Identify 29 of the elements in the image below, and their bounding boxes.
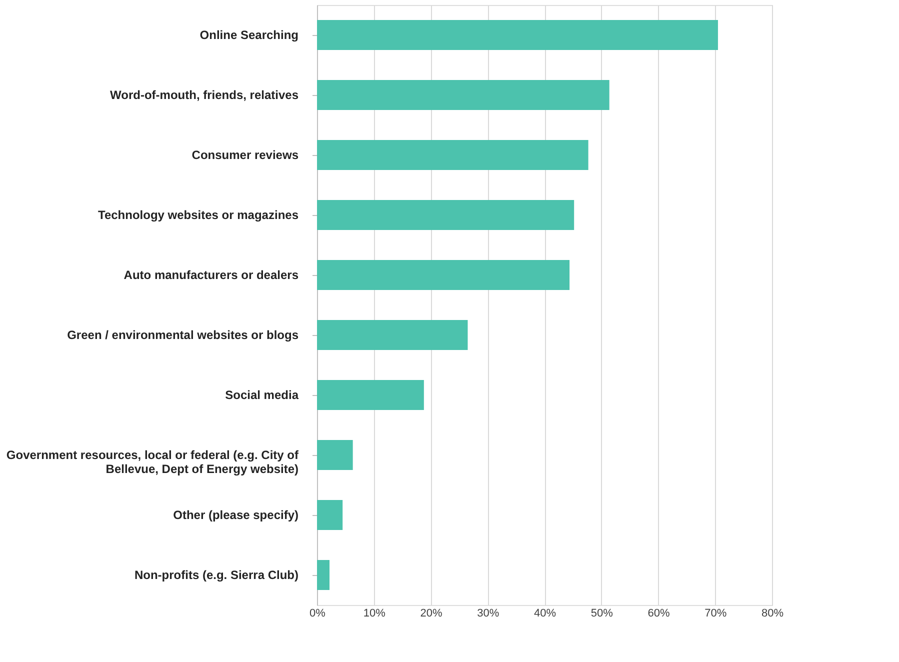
y-tick-label: Other (please specify) [173,508,298,522]
bar [317,320,468,350]
bar [317,20,718,50]
y-tick-label: Social media [225,388,299,402]
bar [317,140,588,170]
y-tick-label: Green / environmental websites or blogs [67,328,299,342]
x-tick-label: 40% [534,608,556,620]
x-tick-label: 20% [420,608,442,620]
bar [317,200,574,230]
x-tick-label: 0% [310,608,326,620]
x-tick-label: 50% [590,608,614,620]
y-tick-label: Auto manufacturers or dealers [124,268,299,282]
y-tick-label: Technology websites or magazines [98,208,299,222]
bar [317,560,330,590]
y-tick-label: Consumer reviews [192,148,299,162]
x-tick-label: 30% [477,608,500,620]
y-tick-label: Non-profits (e.g. Sierra Club) [134,568,298,582]
x-tick-label: 70% [704,608,727,620]
bar [317,500,343,530]
bar [317,440,353,470]
bar [317,380,424,410]
x-tick-label: 80% [761,608,784,620]
x-tick-label: 60% [648,608,670,620]
bar [317,80,610,110]
x-tick-label: 10% [363,608,386,620]
y-tick-label: Online Searching [200,28,298,42]
y-tick-label: Word-of-mouth, friends, relatives [110,88,299,102]
bar [317,260,570,290]
y-tick-label: Government resources, local or federal (e.g. City of Bellevue, Dept of Energy website) [6,448,300,476]
